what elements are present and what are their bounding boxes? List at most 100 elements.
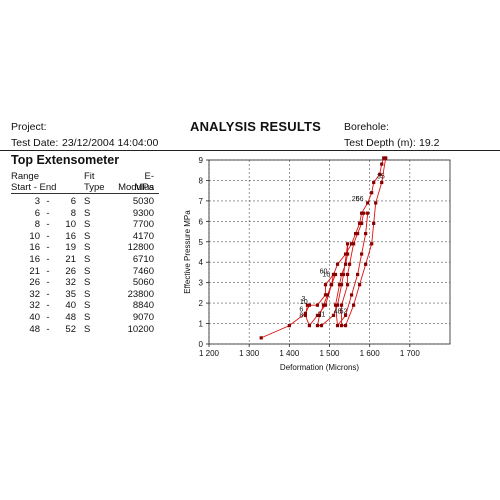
data-point <box>370 242 374 246</box>
point-annotation: 48 <box>334 308 342 315</box>
x-tick-label: 1 400 <box>279 349 300 358</box>
x-tick-label: 1 700 <box>400 349 421 358</box>
data-point <box>360 252 364 256</box>
borehole-label: Borehole: <box>344 121 389 133</box>
point-annotation: 21 <box>318 311 326 318</box>
e-modulus: 4170 <box>132 230 154 242</box>
fit-type: S <box>84 207 91 219</box>
data-point <box>366 211 370 215</box>
y-tick-label: 6 <box>199 217 204 226</box>
range-dash: - <box>46 207 50 219</box>
data-point <box>378 172 382 176</box>
e-modulus: 8840 <box>132 300 154 312</box>
project-label: Project: <box>11 121 47 133</box>
y-tick-label: 4 <box>199 258 204 267</box>
data-point <box>352 242 356 246</box>
table-row: 3- 6 S 5030 <box>0 196 170 208</box>
range-start: 26 <box>29 277 40 289</box>
data-point <box>364 232 368 236</box>
y-tick-label: 5 <box>199 238 204 247</box>
col-mod-header: E-Modulus <box>118 171 154 193</box>
data-point <box>315 303 320 307</box>
fit-type: S <box>84 265 91 277</box>
range-dash: - <box>46 300 50 312</box>
range-start: 16 <box>29 253 40 265</box>
data-point <box>360 221 364 225</box>
test-date-label: Test Date: <box>11 137 59 149</box>
table-row: 21- 26 S 7460 <box>0 266 170 278</box>
e-modulus: 5030 <box>132 196 154 207</box>
data-point <box>343 324 348 328</box>
range-end: 21 <box>65 253 76 265</box>
fit-type: S <box>84 288 91 300</box>
range-start: 40 <box>29 311 40 323</box>
range-end: 52 <box>65 323 76 335</box>
range-dash: - <box>46 219 50 231</box>
range-dash: - <box>46 253 50 265</box>
data-point <box>325 293 330 297</box>
y-tick-label: 2 <box>199 299 204 308</box>
test-depth-label: Test Depth (m): <box>344 137 416 149</box>
y-axis-label: Effective Pressure MPa <box>183 210 192 294</box>
range-dash: - <box>46 265 50 277</box>
range-start: 32 <box>29 288 40 300</box>
range-start: 16 <box>29 242 40 254</box>
data-point <box>287 324 291 328</box>
data-point <box>382 156 386 160</box>
data-point <box>345 272 350 277</box>
y-tick-label: 3 <box>199 279 204 288</box>
col-mod-subheader: MPa <box>134 182 154 193</box>
col-fit-subheader: Type <box>84 182 105 193</box>
point-annotation: 16 <box>322 272 330 279</box>
data-point <box>339 283 344 287</box>
data-point <box>354 232 358 236</box>
fit-type: S <box>84 277 91 289</box>
data-point <box>347 262 352 266</box>
pressure-deformation-chart: 1 200 1 300 1 400 1 500 1 600 1 7000123456789… <box>183 156 451 372</box>
col-fit-header: Fit <box>84 171 95 182</box>
point-annotation: 26 <box>352 196 360 203</box>
data-point <box>315 324 320 328</box>
y-tick-label: 9 <box>199 156 204 165</box>
range-start: 21 <box>29 265 40 277</box>
data-point <box>307 324 312 328</box>
page-title: ANALYSIS RESULTS <box>190 119 322 134</box>
data-point <box>335 262 340 266</box>
y-tick-label: 8 <box>199 176 204 185</box>
fit-type: S <box>84 311 91 323</box>
data-point <box>333 303 338 307</box>
point-annotation: 52 <box>340 308 348 315</box>
data-point <box>323 283 328 287</box>
data-point <box>339 303 344 307</box>
data-point <box>317 313 322 317</box>
e-modulus: 7700 <box>132 219 154 231</box>
point-annotation: 10 <box>300 299 308 306</box>
data-point <box>380 162 384 166</box>
range-end: 26 <box>65 265 76 277</box>
table-row: 32- 35 S 23800 <box>0 289 170 301</box>
data-point <box>349 293 354 297</box>
test-date-value: 23/12/2004 14:04:00 <box>62 137 159 149</box>
table-row: 16- 19 S 12800 <box>0 242 170 254</box>
data-point <box>343 313 348 317</box>
y-tick-label: 7 <box>199 197 204 206</box>
data-point <box>319 324 324 328</box>
range-dash: - <box>46 196 50 207</box>
range-end: 8 <box>70 207 76 219</box>
data-point <box>307 303 312 307</box>
range-dash: - <box>46 242 50 254</box>
data-point <box>335 303 340 307</box>
range-end: 16 <box>65 230 76 242</box>
fit-type: S <box>84 196 91 207</box>
range-dash: - <box>46 230 50 242</box>
range-end: 40 <box>65 300 76 312</box>
e-modulus: 6710 <box>132 253 154 265</box>
fit-type: S <box>84 230 91 242</box>
range-end: 48 <box>65 311 76 323</box>
y-tick-label: 0 <box>199 340 204 349</box>
test-depth-value: 19.2 <box>419 137 440 149</box>
range-end: 35 <box>65 288 76 300</box>
point-annotation: 6 <box>299 306 303 313</box>
data-point <box>349 242 354 246</box>
data-point <box>303 311 307 315</box>
